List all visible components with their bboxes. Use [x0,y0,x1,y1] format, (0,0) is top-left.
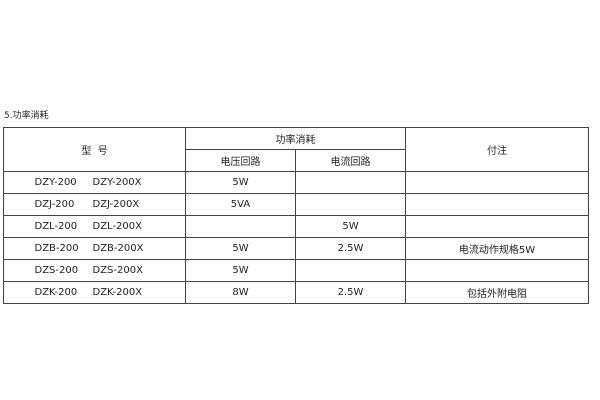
power-consumption-table: 型 号 功率消耗 付注 电压回路 电流回路 DZY-200 DZY-200X 5W… [3,127,589,304]
voltage-cell [185,215,296,238]
table-row: DZY-200 DZY-200X 5W [3,171,589,194]
model-name-x: DZY-200X [92,177,142,188]
current-cell [295,171,406,194]
header-voltage: 电压回路 [185,149,296,172]
model-cell: DZK-200 DZK-200X [3,281,186,304]
table-row: DZL-200 DZL-200X 5W [3,215,589,238]
model-name-x: DZJ-200X [92,199,140,210]
current-cell: 5W [295,215,406,238]
table-row: DZS-200 DZS-200X 5W [3,259,589,282]
table-row: DZK-200 DZK-200X 8W 2.5W 包括外附电阻 [3,281,589,304]
model-cell: DZS-200 DZS-200X [3,259,186,282]
model-name-x: DZS-200X [92,265,143,276]
model-name: DZB-200 [34,243,79,254]
table-row: DZB-200 DZB-200X 5W 2.5W 电流动作规格5W [3,237,589,260]
model-name-x: DZL-200X [92,221,143,232]
voltage-cell: 5W [185,237,296,260]
model-name-x: DZK-200X [92,287,143,298]
model-name: DZK-200 [34,287,78,298]
current-cell: 2.5W [295,281,406,304]
model-name: DZL-200 [34,221,78,232]
note-cell: 包括外附电阻 [405,281,589,304]
model-name: DZY-200 [34,177,77,188]
header-power: 功率消耗 [185,127,406,150]
current-cell [295,193,406,216]
header-current: 电流回路 [295,149,406,172]
header-note: 付注 [405,127,589,172]
note-cell: 电流动作规格5W [405,237,589,260]
note-cell [405,259,589,282]
header-model: 型 号 [3,127,186,172]
section-caption: 5.功率消耗 [4,111,49,121]
table-row: DZJ-200 DZJ-200X 5VA [3,193,589,216]
current-cell [295,259,406,282]
model-cell: DZY-200 DZY-200X [3,171,186,194]
model-name-x: DZB-200X [92,243,144,254]
note-cell [405,193,589,216]
model-cell: DZB-200 DZB-200X [3,237,186,260]
model-name: DZS-200 [34,265,79,276]
voltage-cell: 5W [185,171,296,194]
voltage-cell: 5W [185,259,296,282]
current-cell: 2.5W [295,237,406,260]
voltage-cell: 5VA [185,193,296,216]
model-cell: DZL-200 DZL-200X [3,215,186,238]
note-cell [405,215,589,238]
voltage-cell: 8W [185,281,296,304]
model-name: DZJ-200 [34,199,75,210]
model-cell: DZJ-200 DZJ-200X [3,193,186,216]
note-cell [405,171,589,194]
